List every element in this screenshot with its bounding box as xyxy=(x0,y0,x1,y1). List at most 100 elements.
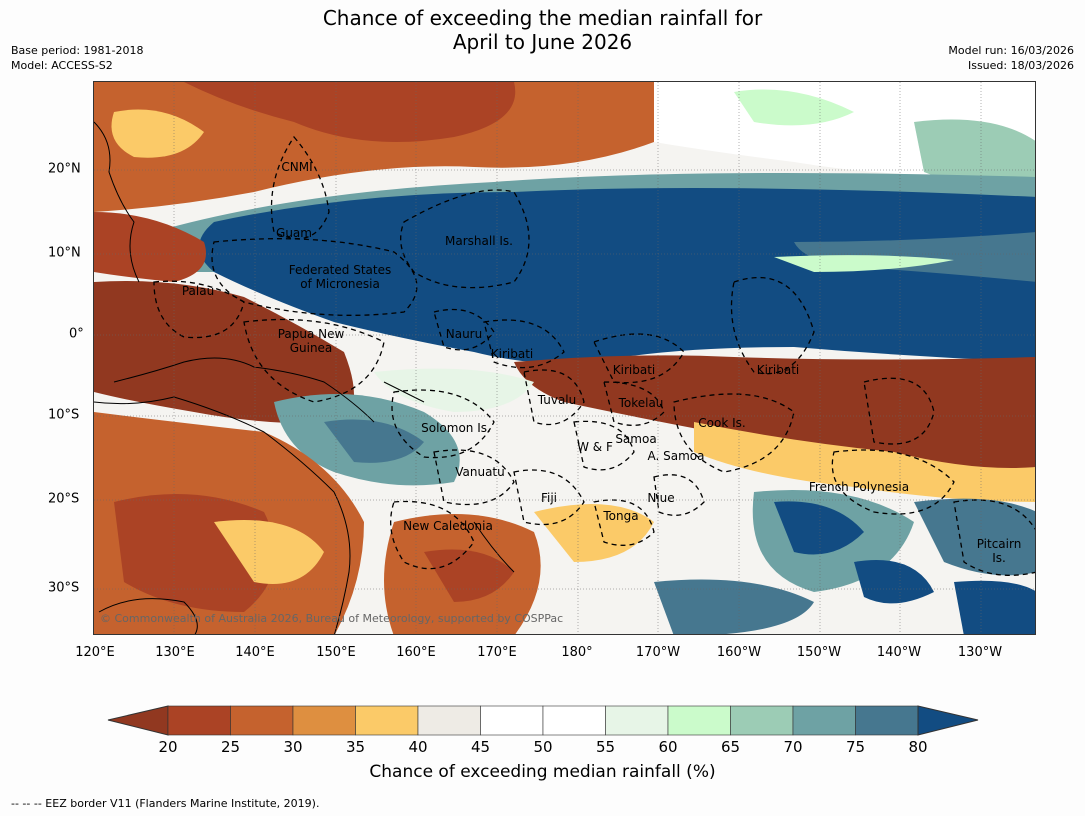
rainfall-map: CNMI Guam Marshall Is. Federated States … xyxy=(93,81,1036,635)
issued-date: Issued: 18/03/2026 xyxy=(967,59,1074,72)
moderate-dry-south-band xyxy=(694,422,1035,502)
eez-french-polynesia xyxy=(831,449,955,515)
wet-streak-light xyxy=(774,255,954,272)
very-wet-southeast-pacific xyxy=(774,501,864,555)
x-tick-140w: 140°W xyxy=(876,645,922,660)
dry-region-north xyxy=(94,82,654,212)
x-tick-180: 180° xyxy=(561,645,593,660)
colorbar-segment xyxy=(605,705,669,736)
title-line-1: Chance of exceeding the median rainfall … xyxy=(322,6,763,30)
colorbar-segment xyxy=(292,705,356,736)
x-tick-140e: 140°E xyxy=(235,645,275,660)
moderate-dry-australia-east xyxy=(214,520,324,584)
label-cnmi: CNMI xyxy=(281,160,312,174)
coastlines xyxy=(94,121,515,634)
label-cook-islands: Cook Is. xyxy=(698,416,745,430)
coast-solomon-islands xyxy=(383,381,425,403)
very-dry-maritime-continent xyxy=(94,281,354,424)
colorbar-segment xyxy=(792,705,856,736)
colorbar-tick-label: 35 xyxy=(345,738,366,756)
y-tick-10s: 10°S xyxy=(48,407,80,423)
colorbar-tick-label: 20 xyxy=(158,738,178,756)
label-fsm-line-1: Federated States xyxy=(289,263,391,277)
x-tick-160w: 160°W xyxy=(716,645,762,660)
copyright-notice: © Commonwealth of Australia 2026, Bureau… xyxy=(100,612,563,625)
meta-left: Base period: 1981-2018 Model: ACCESS-S2 xyxy=(11,43,143,73)
colorbar-tick-label: 55 xyxy=(595,738,616,756)
colorbar-segment xyxy=(542,705,606,736)
eez-kiribati-line xyxy=(730,276,815,375)
label-new-caledonia: New Caledonia xyxy=(403,519,493,533)
colorbar-tick-label: 25 xyxy=(220,738,241,756)
colorbar-tick-label: 65 xyxy=(720,738,741,756)
label-kiribati-east: Kiribati xyxy=(757,363,799,377)
map-svg: CNMI Guam Marshall Is. Federated States … xyxy=(94,82,1035,634)
x-tick-160e: 160°E xyxy=(396,645,436,660)
colorbar-segment xyxy=(417,705,481,736)
label-pitcairn-line-1: Pitcairn xyxy=(977,537,1022,551)
colorbar-tick-label: 45 xyxy=(470,738,491,756)
label-samoa: Samoa xyxy=(615,432,656,446)
colorbar-tick-label: 80 xyxy=(908,738,928,756)
colorbar-over-arrow xyxy=(917,705,979,736)
colorbar-segment xyxy=(667,705,731,736)
chart-title: Chance of exceeding the median rainfall … xyxy=(0,6,1085,54)
y-tick-20n: 20°N xyxy=(48,161,81,177)
colorbar-tick-label: 50 xyxy=(533,738,553,756)
meta-right: Model run: 16/03/2026 Issued: 18/03/2026 xyxy=(948,43,1074,73)
very-dry-tasman xyxy=(424,549,514,602)
base-period: Base period: 1981-2018 xyxy=(11,44,144,57)
y-tick-30s: 30°S xyxy=(48,580,80,596)
label-nauru: Nauru xyxy=(446,327,482,341)
eez-new-caledonia xyxy=(390,500,475,570)
eez-footnote: -- -- -- EEZ border V11 (Flanders Marine… xyxy=(11,797,320,810)
eez-kiribati-phoenix xyxy=(593,333,685,384)
label-niue: Niue xyxy=(647,491,674,505)
y-tick-20s: 20°S xyxy=(48,491,80,507)
coast-new-guinea xyxy=(113,357,375,423)
x-tick-150w: 150°W xyxy=(796,645,842,660)
label-vanuatu: Vanuatu xyxy=(455,465,505,479)
coast-australia xyxy=(94,396,351,634)
label-marshall: Marshall Is. xyxy=(445,234,513,248)
label-tonga: Tonga xyxy=(602,509,638,523)
coast-new-caledonia xyxy=(473,521,515,573)
graticule xyxy=(94,82,1035,634)
eez-nauru xyxy=(433,308,495,351)
coast-philippines xyxy=(94,121,140,283)
x-tick-130w: 130°W xyxy=(957,645,1003,660)
eez-png xyxy=(243,318,385,403)
eez-tonga xyxy=(593,499,655,546)
region-labels: CNMI Guam Marshall Is. Federated States … xyxy=(182,160,1021,565)
eez-tuvalu xyxy=(523,369,585,426)
model-run: Model run: 16/03/2026 xyxy=(948,44,1074,57)
wet-patch-far-south xyxy=(654,579,814,634)
label-solomon-islands: Solomon Is. xyxy=(421,421,491,435)
very-wet-equatorial-band xyxy=(199,188,1035,364)
colorbar xyxy=(107,705,979,736)
label-kiribati-west: Kiribati xyxy=(491,347,533,361)
colorbar-segment xyxy=(230,705,294,736)
label-tokelau: Tokelau xyxy=(618,396,664,410)
x-tick-120e: 120°E xyxy=(75,645,115,660)
dry-philippines xyxy=(94,212,206,282)
title-line-2: April to June 2026 xyxy=(452,30,633,54)
wet-patch-north xyxy=(734,89,854,126)
label-wallis-futuna: W & F xyxy=(577,440,613,454)
eez-marshall xyxy=(400,189,530,289)
colorbar-segment xyxy=(167,705,231,736)
very-dry-region-north xyxy=(184,82,516,142)
colorbar-tick-label: 40 xyxy=(408,738,428,756)
eez-solomon xyxy=(391,389,495,459)
x-tick-130e: 130°E xyxy=(155,645,195,660)
very-wet-patch-south xyxy=(854,560,934,604)
colorbar-segment xyxy=(480,705,544,736)
eez-vanuatu xyxy=(433,449,515,506)
x-tick-170w: 170°W xyxy=(635,645,681,660)
y-tick-10n: 10°N xyxy=(48,245,81,261)
colorbar-tick-label: 70 xyxy=(783,738,803,756)
label-fiji: Fiji xyxy=(541,491,557,505)
colorbar-segment xyxy=(730,705,794,736)
eez-wallis-futuna xyxy=(573,420,635,471)
label-french-polynesia: French Polynesia xyxy=(809,480,909,494)
